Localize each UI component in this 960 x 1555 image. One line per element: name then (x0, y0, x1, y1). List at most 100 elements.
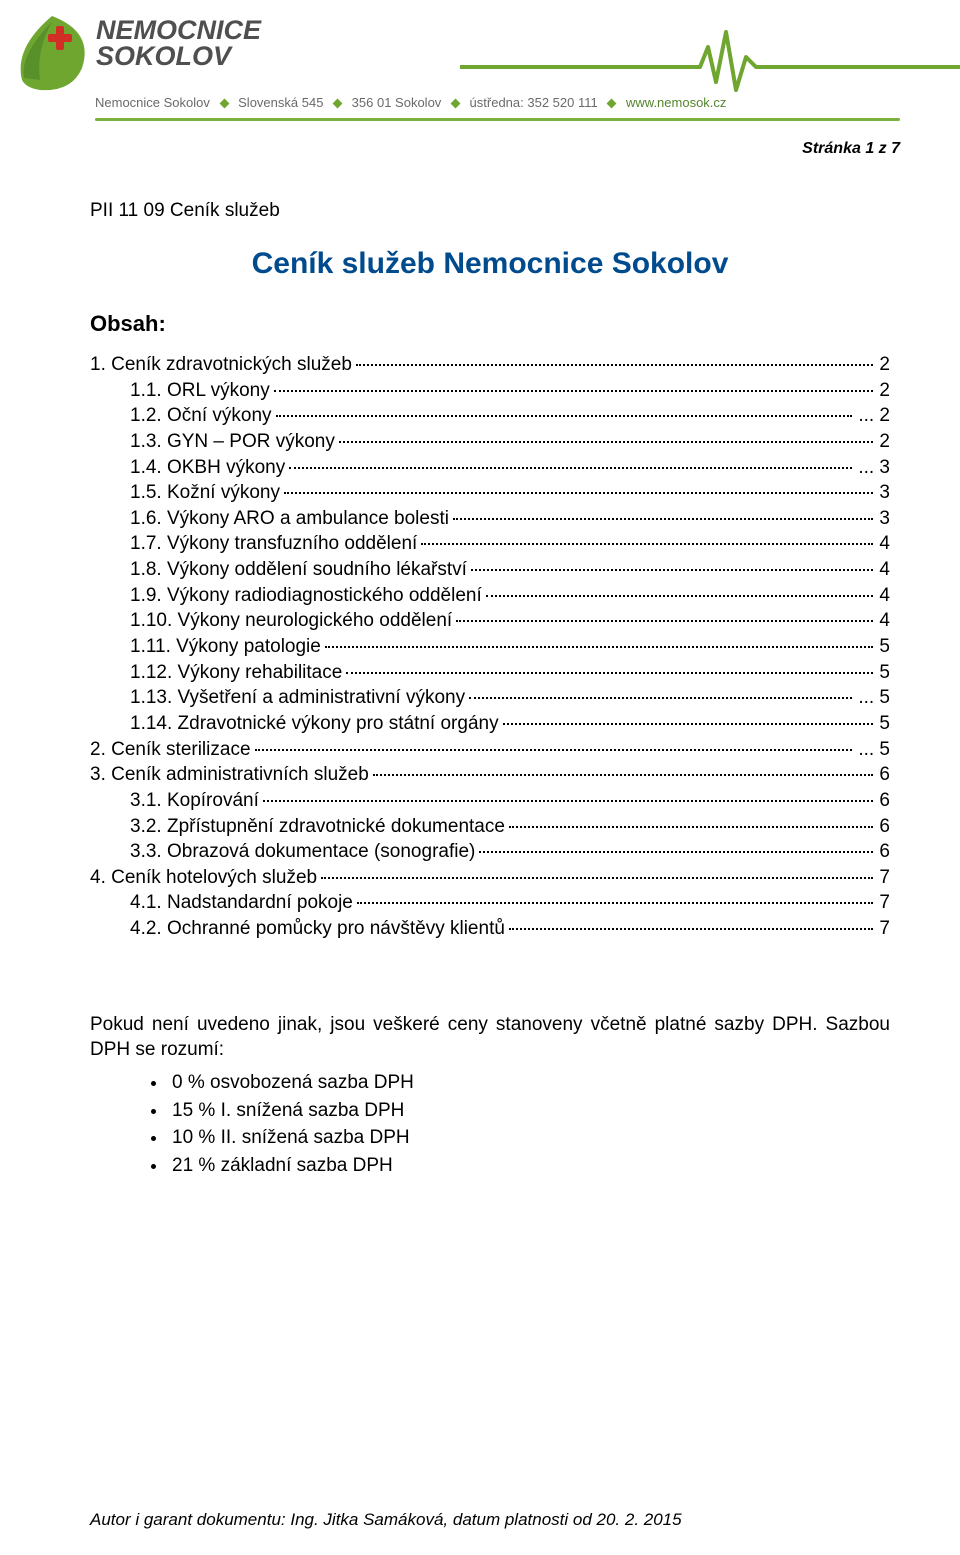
dph-rate-item: 0 % osvobozená sazba DPH (168, 1069, 890, 1097)
toc-label: 1.9. Výkony radiodiagnostického oddělení (90, 583, 482, 609)
toc-page: 4 (877, 557, 890, 583)
diamond-separator-icon (607, 98, 617, 108)
toc-row: 1.11. Výkony patologie 5 (90, 634, 890, 660)
toc-row: 1. Ceník zdravotnických služeb2 (90, 352, 890, 378)
logo: NEMOCNICE SOKOLOV (12, 8, 261, 98)
toc-row: 1.10. Výkony neurologického oddělení 4 (90, 608, 890, 634)
toc-label: 1.7. Výkony transfuzního oddělení (90, 531, 417, 557)
toc-leader-dots (346, 672, 873, 674)
toc-label: 1.4. OKBH výkony (90, 455, 285, 481)
toc-label: 1.3. GYN – POR výkony (90, 429, 335, 455)
toc-label: 1.6. Výkony ARO a ambulance bolesti (90, 506, 449, 532)
toc-leader-dots (357, 902, 874, 904)
toc-row: 1.12. Výkony rehabilitace5 (90, 660, 890, 686)
toc-page: 7 (877, 890, 890, 916)
toc: 1. Ceník zdravotnických služeb21.1. ORL … (90, 352, 890, 942)
toc-leader-dots (509, 826, 873, 828)
contents-heading: Obsah: (90, 311, 890, 337)
toc-leader-dots (509, 928, 874, 930)
toc-label: 1.5. Kožní výkony (90, 480, 280, 506)
toc-row: 1.7. Výkony transfuzního oddělení 4 (90, 531, 890, 557)
toc-page: 4 (877, 531, 890, 557)
toc-leader-dots (321, 877, 873, 879)
toc-page: 7 (877, 916, 890, 942)
diamond-separator-icon (219, 98, 229, 108)
toc-leader-dots (289, 467, 852, 469)
toc-page: 3 (877, 480, 890, 506)
toc-row: 1.3. GYN – POR výkony2 (90, 429, 890, 455)
toc-row: 1.14. Zdravotnické výkony pro státní org… (90, 711, 890, 737)
dph-rates-list: 0 % osvobozená sazba DPH15 % I. snížená … (90, 1069, 890, 1179)
page-number: Stránka 1 z 7 (802, 140, 900, 158)
toc-label: 1.2. Oční výkony (90, 403, 272, 429)
toc-label: 1.11. Výkony patologie (90, 634, 321, 660)
toc-leader-dots (453, 518, 873, 520)
toc-page: 5 (877, 711, 890, 737)
toc-page: ... 2 (856, 403, 890, 429)
toc-row: 1.6. Výkony ARO a ambulance bolesti 3 (90, 506, 890, 532)
toc-page: 7 (877, 865, 890, 891)
toc-page: 3 (877, 506, 890, 532)
toc-page: 5 (877, 634, 890, 660)
toc-label: 1.14. Zdravotnické výkony pro státní org… (90, 711, 499, 737)
toc-page: 6 (877, 762, 890, 788)
ekg-line-icon (460, 12, 960, 102)
contact-addr1: Slovenská 545 (238, 95, 323, 110)
logo-mark-icon (12, 8, 102, 98)
toc-leader-dots (356, 364, 874, 366)
toc-row: 1.1. ORL výkony 2 (90, 378, 890, 404)
contact-addr2: 356 01 Sokolov (352, 95, 442, 110)
toc-label: 1.1. ORL výkony (90, 378, 270, 404)
brand-line2: SOKOLOV (96, 44, 261, 70)
toc-row: 1.13. Vyšetření a administrativní výkony… (90, 685, 890, 711)
toc-row: 1.5. Kožní výkony 3 (90, 480, 890, 506)
toc-label: 4.1. Nadstandardní pokoje (90, 890, 353, 916)
toc-row: 1.2. Oční výkony ... 2 (90, 403, 890, 429)
toc-leader-dots (255, 749, 853, 751)
toc-page: ... 3 (856, 455, 890, 481)
page-title: Ceník služeb Nemocnice Sokolov (90, 247, 890, 281)
toc-row: 4. Ceník hotelových služeb 7 (90, 865, 890, 891)
toc-leader-dots (263, 800, 874, 802)
header-rule (95, 118, 900, 121)
toc-leader-dots (421, 543, 873, 545)
footer-author-line: Autor i garant dokumentu: Ing. Jitka Sam… (90, 1510, 682, 1530)
brand-line1: NEMOCNICE (96, 18, 261, 44)
page: NEMOCNICE SOKOLOV Nemocnice Sokolov Slov… (0, 0, 960, 1555)
toc-label: 2. Ceník sterilizace (90, 737, 251, 763)
toc-row: 1.8. Výkony oddělení soudního lékařství4 (90, 557, 890, 583)
toc-label: 1.10. Výkony neurologického oddělení (90, 608, 452, 634)
dph-rate-item: 15 % I. snížená sazba DPH (168, 1097, 890, 1125)
toc-row: 4.1. Nadstandardní pokoje 7 (90, 890, 890, 916)
toc-page: 4 (877, 608, 890, 634)
diamond-separator-icon (333, 98, 343, 108)
toc-leader-dots (479, 851, 873, 853)
toc-row: 3. Ceník administrativních služeb 6 (90, 762, 890, 788)
toc-label: 3. Ceník administrativních služeb (90, 762, 369, 788)
toc-page: 2 (877, 378, 890, 404)
toc-leader-dots (274, 390, 874, 392)
contact-name: Nemocnice Sokolov (95, 95, 210, 110)
toc-page: 4 (877, 583, 890, 609)
toc-label: 1. Ceník zdravotnických služeb (90, 352, 352, 378)
toc-leader-dots (456, 620, 873, 622)
toc-label: 3.2. Zpřístupnění zdravotnické dokumenta… (90, 814, 505, 840)
toc-row: 4.2. Ochranné pomůcky pro návštěvy klien… (90, 916, 890, 942)
toc-leader-dots (325, 646, 874, 648)
dph-note: Pokud není uvedeno jinak, jsou veškeré c… (90, 1012, 890, 1063)
dph-rate-item: 21 % základní sazba DPH (168, 1152, 890, 1180)
toc-page: 6 (877, 839, 890, 865)
toc-label: 3.3. Obrazová dokumentace (sonografie) (90, 839, 475, 865)
content: PII 11 09 Ceník služeb Ceník služeb Nemo… (90, 200, 890, 1179)
toc-page: 6 (877, 814, 890, 840)
toc-label: 4.2. Ochranné pomůcky pro návštěvy klien… (90, 916, 505, 942)
letterhead: NEMOCNICE SOKOLOV Nemocnice Sokolov Slov… (0, 0, 960, 160)
toc-leader-dots (486, 595, 874, 597)
logo-text: NEMOCNICE SOKOLOV (96, 18, 261, 69)
toc-label: 4. Ceník hotelových služeb (90, 865, 317, 891)
toc-leader-dots (503, 723, 874, 725)
contact-line: Nemocnice Sokolov Slovenská 545 356 01 S… (95, 95, 726, 110)
toc-label: 1.12. Výkony rehabilitace (90, 660, 342, 686)
contact-phone-label: ústředna: (470, 95, 524, 110)
toc-page: ... 5 (856, 685, 890, 711)
